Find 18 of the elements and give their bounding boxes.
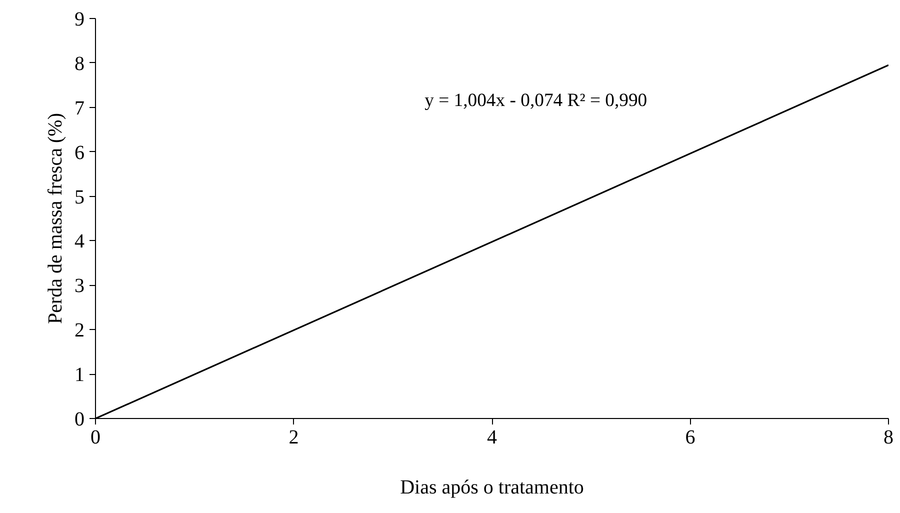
y-tick-label: 0	[74, 408, 84, 430]
x-tick-label: 8	[884, 426, 894, 448]
y-axis-title: Perda de massa fresca (%)	[44, 112, 66, 324]
y-tick-label: 6	[74, 142, 84, 164]
y-tick-label: 3	[74, 275, 84, 298]
x-axis-title: Dias após o tratamento	[400, 476, 584, 498]
y-tick-label: 1	[74, 364, 84, 386]
x-tick-label: 4	[487, 426, 497, 448]
y-tick-label: 4	[74, 230, 84, 253]
annotation: y = 1,004x - 0,074 R² = 0,990	[424, 90, 648, 112]
x-tick-label: 6	[685, 426, 696, 448]
y-tick-label: 5	[74, 186, 84, 208]
y-tick-label: 7	[74, 97, 84, 120]
y-tick-label: 8	[74, 52, 84, 75]
y-tick-label: 2	[74, 320, 84, 342]
x-tick-label: 2	[288, 426, 299, 448]
x-tick-label: 0	[90, 426, 100, 448]
y-tick-label: 9	[74, 8, 84, 30]
